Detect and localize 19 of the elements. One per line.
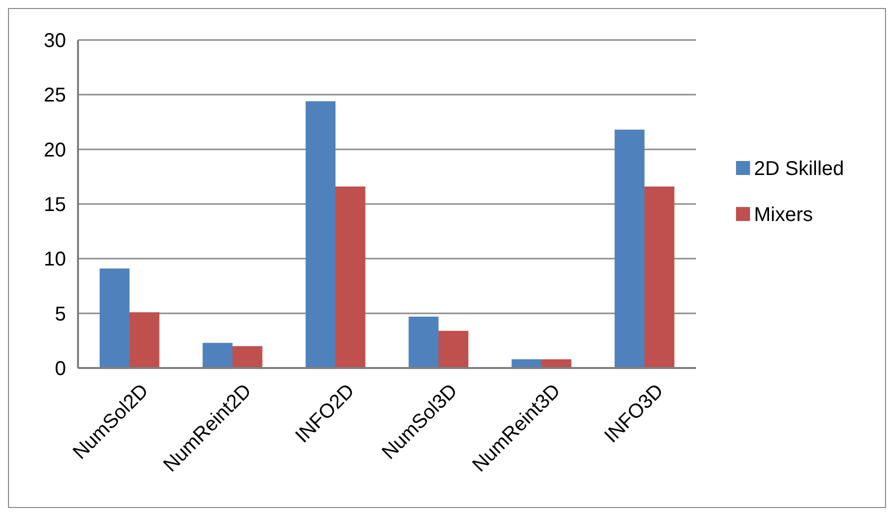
bar — [614, 130, 644, 368]
y-tick-label: 10 — [44, 248, 66, 271]
y-tick-label: 20 — [44, 139, 66, 162]
bar — [232, 346, 262, 368]
y-tick-label: 5 — [54, 303, 66, 326]
y-tick-label: 25 — [44, 84, 66, 107]
bar — [130, 312, 160, 368]
bar — [100, 268, 130, 368]
bar — [306, 101, 336, 368]
bar — [336, 186, 366, 368]
bar — [202, 342, 232, 368]
y-tick-label: 30 — [44, 30, 66, 52]
bar — [408, 316, 438, 368]
legend-label: 2D Skilled — [754, 158, 844, 180]
bar — [438, 330, 468, 368]
bar — [644, 186, 674, 368]
y-tick-label: 15 — [44, 194, 66, 216]
legend-label: Mixers — [754, 204, 813, 226]
y-tick-label: 0 — [54, 358, 66, 380]
